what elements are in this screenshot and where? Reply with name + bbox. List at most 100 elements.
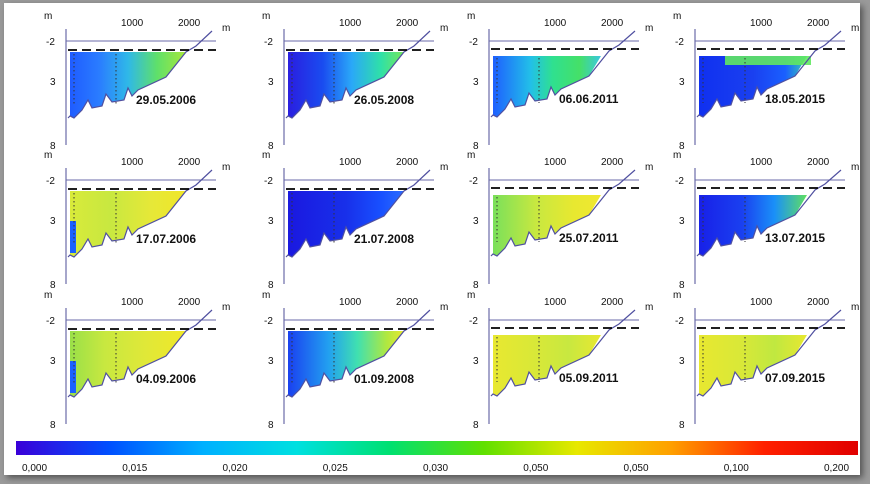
y-unit-label: m bbox=[262, 290, 270, 301]
surface-band bbox=[725, 56, 811, 65]
y-tick-label: -2 bbox=[46, 316, 55, 327]
cross-section-panel: m m 1000 2000 -2 3 8 29.05.2006 bbox=[44, 11, 230, 152]
y-unit-label: m bbox=[673, 11, 681, 22]
x-tick-label: 2000 bbox=[178, 297, 201, 308]
cross-section-panel: m m 1000 2000 -2 3 8 05.09.2011 bbox=[467, 290, 653, 431]
y-unit-label: m bbox=[44, 290, 52, 301]
colorbar-tick-label: 0,030 bbox=[423, 463, 448, 474]
y-tick-label: 3 bbox=[679, 216, 685, 227]
panel-date-label: 25.07.2011 bbox=[559, 231, 619, 245]
panel-date-label: 13.07.2015 bbox=[765, 231, 825, 245]
y-tick-label: 8 bbox=[50, 420, 56, 431]
bed-outline bbox=[67, 169, 213, 258]
x-tick-label: 1000 bbox=[121, 157, 144, 168]
panel-date-label: 01.09.2008 bbox=[354, 372, 414, 386]
y-tick-label: 8 bbox=[268, 280, 274, 291]
y-tick-label: 3 bbox=[268, 216, 274, 227]
x-unit-label: m bbox=[851, 23, 859, 34]
cross-section-panel: m m 1000 2000 -2 3 8 13.07.2015 bbox=[673, 150, 859, 291]
y-tick-label: 3 bbox=[50, 356, 56, 367]
y-tick-label: 8 bbox=[268, 141, 274, 152]
x-unit-label: m bbox=[645, 162, 653, 173]
x-tick-label: 2000 bbox=[807, 157, 830, 168]
y-tick-label: 8 bbox=[679, 420, 685, 431]
panel-date-label: 18.05.2015 bbox=[765, 92, 825, 106]
colorbar-tick-label: 0,020 bbox=[223, 463, 248, 474]
x-tick-label: 1000 bbox=[750, 18, 773, 29]
y-tick-label: 8 bbox=[473, 280, 479, 291]
panels: m m 1000 2000 -2 3 8 29.05.2006 m m 1000 2000 -2 3 8 26… bbox=[44, 11, 859, 431]
y-unit-label: m bbox=[44, 150, 52, 161]
x-tick-label: 2000 bbox=[396, 18, 419, 29]
value-field bbox=[288, 52, 404, 118]
y-unit-label: m bbox=[262, 150, 270, 161]
bed-outline bbox=[285, 169, 431, 258]
colorbar-tick-label: 0,000 bbox=[22, 463, 47, 474]
y-tick-label: 3 bbox=[268, 356, 274, 367]
x-unit-label: m bbox=[851, 162, 859, 173]
x-tick-label: 1000 bbox=[544, 18, 567, 29]
colorbar-tick-label: 0,050 bbox=[523, 463, 548, 474]
value-field bbox=[70, 191, 186, 257]
colorbar-gradient bbox=[16, 441, 858, 455]
y-tick-label: -2 bbox=[675, 176, 684, 187]
y-unit-label: m bbox=[673, 150, 681, 161]
bed-outline bbox=[285, 309, 431, 398]
y-unit-label: m bbox=[44, 11, 52, 22]
value-field bbox=[493, 56, 601, 117]
y-tick-label: 3 bbox=[268, 77, 274, 88]
bed-outline bbox=[696, 169, 842, 257]
x-tick-label: 2000 bbox=[601, 18, 624, 29]
y-unit-label: m bbox=[262, 11, 270, 22]
panel-grid-figure: m m 1000 2000 -2 3 8 29.05.2006 m m 1000 2000 -2 3 8 26… bbox=[16, 11, 859, 474]
x-tick-label: 1000 bbox=[750, 157, 773, 168]
cross-section-panel: m m 1000 2000 -2 3 8 06.06.2011 bbox=[467, 11, 653, 152]
x-tick-label: 1000 bbox=[750, 297, 773, 308]
x-tick-label: 1000 bbox=[339, 18, 362, 29]
bed-outline bbox=[285, 30, 431, 119]
x-tick-label: 1000 bbox=[544, 157, 567, 168]
y-tick-label: 3 bbox=[473, 356, 479, 367]
y-tick-label: -2 bbox=[264, 37, 273, 48]
y-tick-label: -2 bbox=[46, 176, 55, 187]
panel-date-label: 29.05.2006 bbox=[136, 93, 196, 107]
x-tick-label: 1000 bbox=[339, 157, 362, 168]
x-tick-label: 2000 bbox=[178, 157, 201, 168]
x-tick-label: 2000 bbox=[807, 18, 830, 29]
low-value-band bbox=[70, 361, 76, 393]
y-tick-label: 3 bbox=[473, 216, 479, 227]
y-unit-label: m bbox=[467, 11, 475, 22]
colorbar-tick-label: 0,050 bbox=[624, 463, 649, 474]
y-tick-label: 3 bbox=[679, 77, 685, 88]
x-unit-label: m bbox=[851, 302, 859, 313]
y-tick-label: 8 bbox=[679, 280, 685, 291]
x-unit-label: m bbox=[440, 23, 448, 34]
x-unit-label: m bbox=[440, 162, 448, 173]
colorbar-tick-label: 0,015 bbox=[122, 463, 147, 474]
cross-section-panel: m m 1000 2000 -2 3 8 07.09.2015 bbox=[673, 290, 859, 431]
value-field bbox=[699, 335, 807, 396]
colorbar: 0,000 0,015 0,020 0,025 0,030 0,050 0,050 0,100… bbox=[16, 441, 858, 474]
value-field bbox=[288, 331, 404, 397]
panel-date-label: 17.07.2006 bbox=[136, 232, 196, 246]
x-unit-label: m bbox=[222, 23, 230, 34]
y-tick-label: -2 bbox=[46, 37, 55, 48]
y-tick-label: -2 bbox=[675, 316, 684, 327]
figure-frame: m m 1000 2000 -2 3 8 29.05.2006 m m 1000 2000 -2 3 8 26… bbox=[4, 3, 860, 475]
x-tick-label: 2000 bbox=[396, 297, 419, 308]
panel-date-label: 21.07.2008 bbox=[354, 232, 414, 246]
value-field bbox=[699, 195, 807, 256]
y-tick-label: 3 bbox=[50, 216, 56, 227]
value-field bbox=[70, 331, 186, 397]
x-tick-label: 2000 bbox=[601, 297, 624, 308]
x-tick-label: 2000 bbox=[601, 157, 624, 168]
x-tick-label: 1000 bbox=[339, 297, 362, 308]
x-tick-label: 2000 bbox=[807, 297, 830, 308]
colorbar-tick-label: 0,025 bbox=[323, 463, 348, 474]
y-tick-label: 3 bbox=[50, 77, 56, 88]
y-unit-label: m bbox=[673, 290, 681, 301]
panel-date-label: 04.09.2006 bbox=[136, 372, 196, 386]
x-unit-label: m bbox=[222, 302, 230, 313]
bed-outline bbox=[490, 30, 636, 118]
cross-section-panel: m m 1000 2000 -2 3 8 17.07.2006 bbox=[44, 150, 230, 291]
